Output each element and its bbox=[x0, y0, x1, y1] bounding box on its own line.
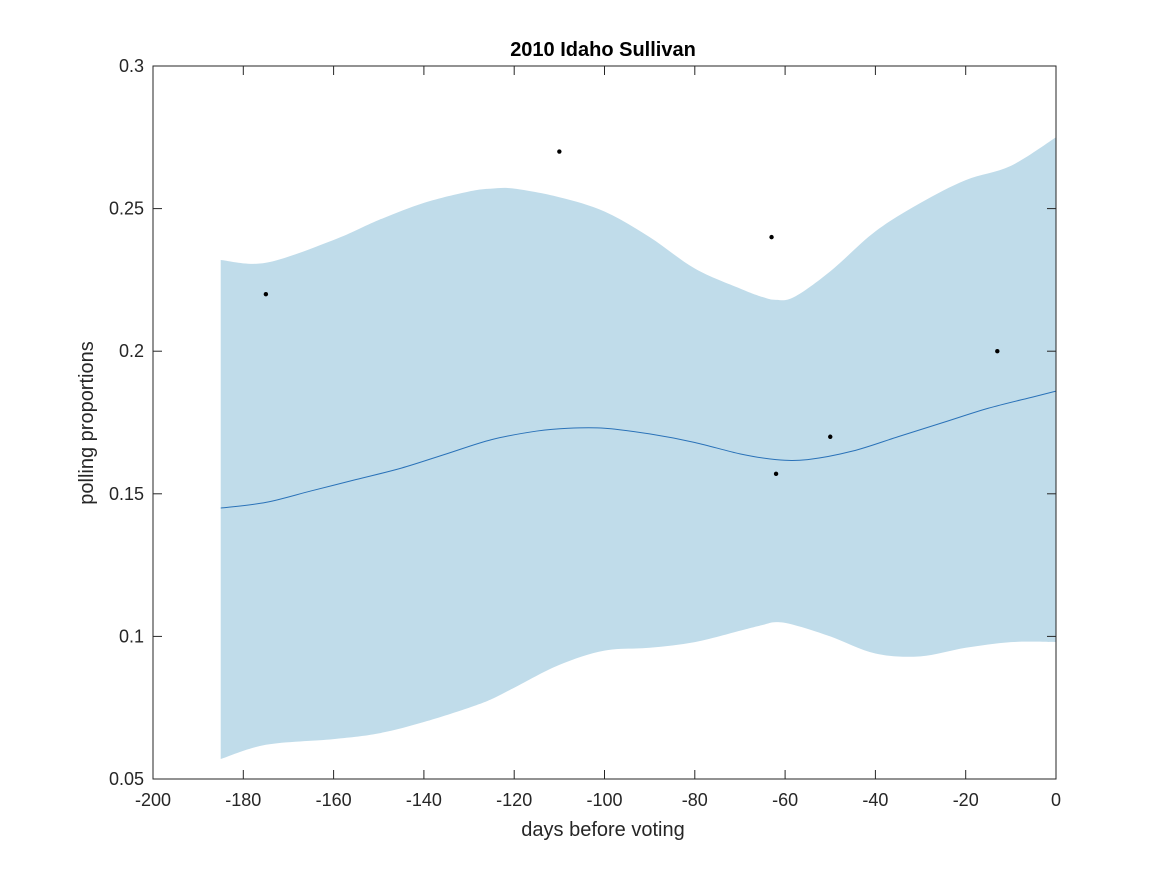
x-axis-label: days before voting bbox=[521, 819, 684, 841]
poll-points bbox=[263, 149, 1000, 477]
x-tick-label: -200 bbox=[135, 790, 171, 810]
x-tick-label: -40 bbox=[862, 790, 888, 810]
poll-point bbox=[557, 149, 562, 154]
chart-title: 2010 Idaho Sullivan bbox=[510, 39, 696, 61]
x-tick-label: -120 bbox=[496, 790, 532, 810]
x-tick-label: -80 bbox=[682, 790, 708, 810]
poll-point bbox=[769, 234, 774, 240]
y-tick-label: 0.05 bbox=[109, 769, 144, 789]
x-tick-label: -100 bbox=[586, 790, 622, 810]
mean-line bbox=[220, 390, 1057, 509]
y-tick-label: 0.2 bbox=[119, 341, 144, 361]
poll-point bbox=[995, 349, 1000, 354]
poll-point bbox=[828, 434, 833, 439]
poll-point bbox=[773, 471, 779, 477]
confidence-band bbox=[220, 137, 1057, 760]
x-axis-ticks: -200 -180 -160 -140 -120 -100 -80 -60 -40 -20 0 bbox=[135, 66, 1061, 810]
plot-area: -200 -180 -160 -140 -120 -100 -80 -60 -40 -20 0 0.… bbox=[109, 56, 1061, 810]
y-tick-label: 0.15 bbox=[109, 484, 144, 504]
y-tick-label: 0.25 bbox=[109, 199, 144, 219]
y-axis-label: polling proportions bbox=[76, 341, 98, 504]
poll-point bbox=[263, 291, 269, 297]
x-tick-label: -180 bbox=[225, 790, 261, 810]
x-tick-label: -160 bbox=[316, 790, 352, 810]
x-tick-label: -140 bbox=[406, 790, 442, 810]
x-tick-label: -20 bbox=[953, 790, 979, 810]
y-axis-ticks: 0.05 0.1 0.15 0.2 0.25 0.3 bbox=[109, 56, 1056, 789]
y-tick-label: 0.3 bbox=[119, 56, 144, 76]
x-tick-label: 0 bbox=[1051, 790, 1061, 810]
x-tick-label: -60 bbox=[772, 790, 798, 810]
y-tick-label: 0.1 bbox=[119, 626, 144, 646]
